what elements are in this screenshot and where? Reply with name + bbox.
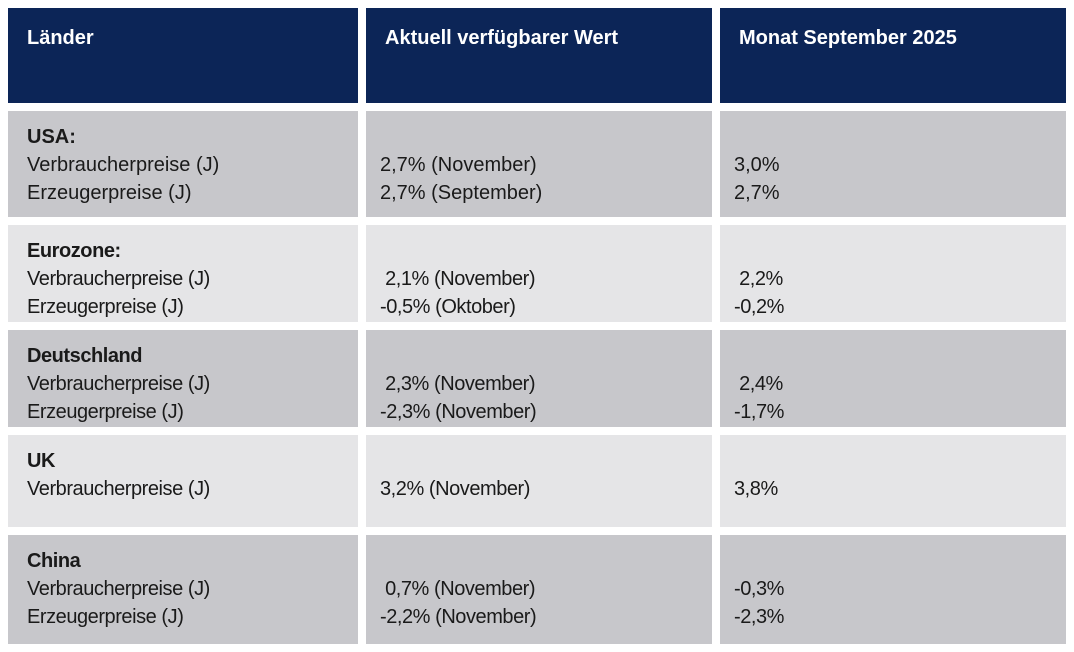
cell-uk-september-value: 3,8% xyxy=(720,435,1066,527)
cell-eurozone-september-value: 2,2% -0,2% xyxy=(720,225,1066,322)
inflation-table: Länder Aktuell verfügbarer Wert Monat Se… xyxy=(8,8,1066,644)
current-values: 2,7% (November) 2,7% (September) xyxy=(380,154,543,204)
september-values: 2,2% -0,2% xyxy=(734,268,784,318)
spacer xyxy=(380,237,702,265)
cell-usa-country: USA: Verbraucherpreise (J) Erzeugerpreis… xyxy=(8,111,358,217)
column-header-monat-september: Monat September 2025 xyxy=(720,8,1066,103)
column-header-aktueller-wert: Aktuell verfügbarer Wert xyxy=(366,8,712,103)
spacer xyxy=(734,447,1056,475)
indicator-labels: Verbraucherpreise (J) xyxy=(27,478,210,500)
country-label: UK xyxy=(27,450,55,472)
september-values: 2,4% -1,7% xyxy=(734,373,784,423)
september-values: 3,8% xyxy=(734,478,778,500)
cell-uk-current-value: 3,2% (November) xyxy=(366,435,712,527)
country-label: Deutschland xyxy=(27,345,143,367)
spacer xyxy=(380,447,702,475)
column-header-laender: Länder xyxy=(8,8,358,103)
spacer xyxy=(734,342,1056,370)
cell-eurozone-country: Eurozone: Verbraucherpreise (J) Erzeuger… xyxy=(8,225,358,322)
cell-usa-september-value: 3,0% 2,7% xyxy=(720,111,1066,217)
cell-deutschland-current-value: 2,3% (November) -2,3% (November) xyxy=(366,330,712,427)
cell-eurozone-current-value: 2,1% (November) -0,5% (Oktober) xyxy=(366,225,712,322)
indicator-labels: Verbraucherpreise (J) Erzeugerpreise (J) xyxy=(27,154,220,204)
spacer xyxy=(734,547,1056,575)
cell-uk-country: UK Verbraucherpreise (J) xyxy=(8,435,358,527)
spacer xyxy=(734,123,1056,151)
current-values: 0,7% (November) -2,2% (November) xyxy=(380,578,537,628)
spacer xyxy=(380,123,702,151)
spacer xyxy=(734,237,1056,265)
cell-deutschland-country: Deutschland Verbraucherpreise (J) Erzeug… xyxy=(8,330,358,427)
spacer xyxy=(380,547,702,575)
current-values: 2,3% (November) -2,3% (November) xyxy=(380,373,537,423)
september-values: -0,3% -2,3% xyxy=(734,578,784,628)
september-values: 3,0% 2,7% xyxy=(734,154,780,204)
indicator-labels: Verbraucherpreise (J) Erzeugerpreise (J) xyxy=(27,578,210,628)
indicator-labels: Verbraucherpreise (J) Erzeugerpreise (J) xyxy=(27,268,210,318)
current-values: 3,2% (November) xyxy=(380,478,530,500)
cell-deutschland-september-value: 2,4% -1,7% xyxy=(720,330,1066,427)
spacer xyxy=(380,342,702,370)
cell-china-current-value: 0,7% (November) -2,2% (November) xyxy=(366,535,712,644)
country-label: USA: xyxy=(27,126,76,148)
cell-usa-current-value: 2,7% (November) 2,7% (September) xyxy=(366,111,712,217)
country-label: Eurozone: xyxy=(27,240,121,262)
current-values: 2,1% (November) -0,5% (Oktober) xyxy=(380,268,536,318)
country-label: China xyxy=(27,550,81,572)
cell-china-september-value: -0,3% -2,3% xyxy=(720,535,1066,644)
cell-china-country: China Verbraucherpreise (J) Erzeugerprei… xyxy=(8,535,358,644)
indicator-labels: Verbraucherpreise (J) Erzeugerpreise (J) xyxy=(27,373,210,423)
